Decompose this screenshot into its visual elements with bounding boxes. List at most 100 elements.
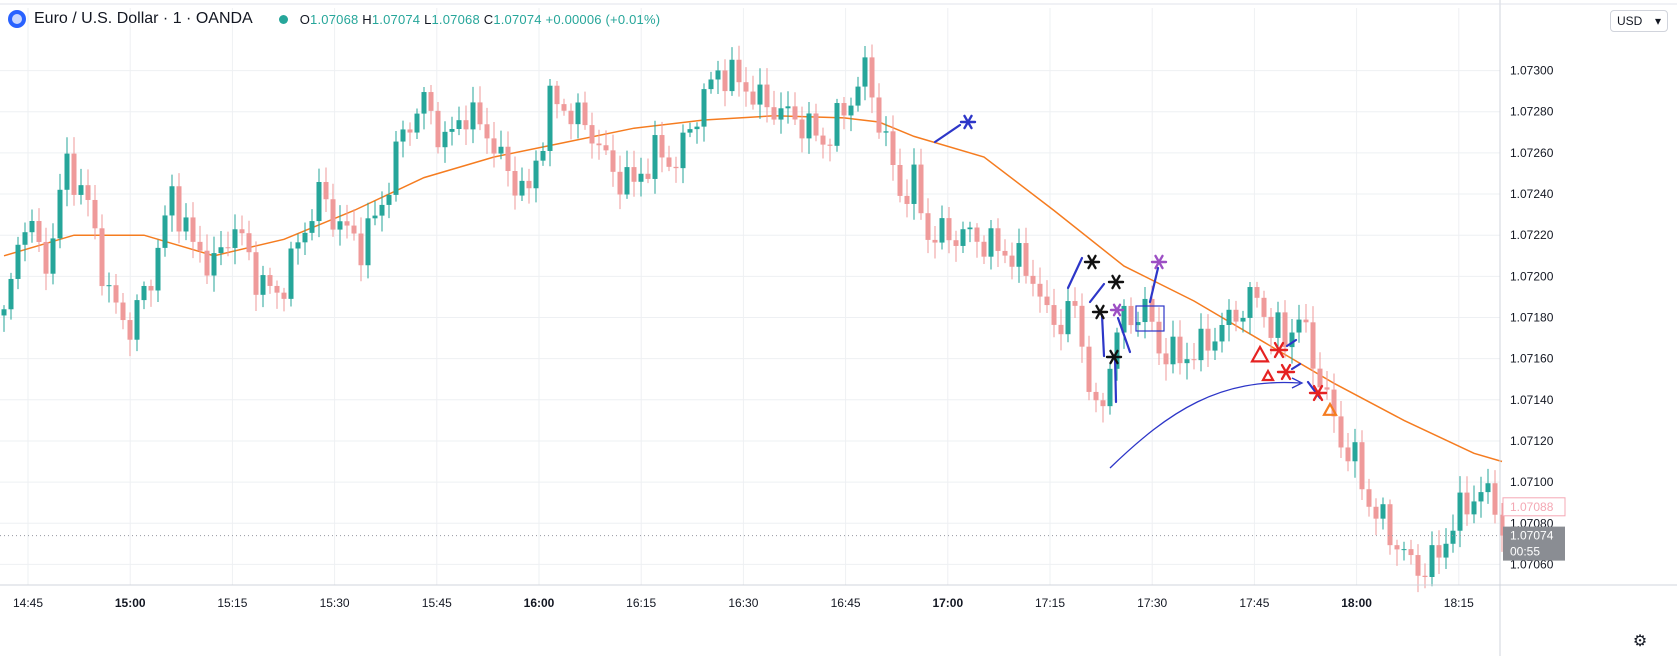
y-tick-label: 1.07260	[1510, 146, 1554, 160]
candle	[554, 80, 560, 119]
y-tick-label: 1.07220	[1510, 228, 1554, 242]
open-label: O	[299, 11, 311, 27]
candle-body	[1317, 368, 1323, 388]
candle	[1324, 370, 1330, 400]
candle-body	[1016, 243, 1022, 267]
candle	[1, 305, 7, 332]
candle	[1135, 311, 1141, 337]
candle	[645, 158, 651, 184]
candle	[736, 45, 742, 97]
candle	[624, 150, 630, 199]
candle-body	[582, 102, 588, 126]
candle	[1478, 476, 1484, 518]
candle	[841, 96, 847, 130]
candle-body	[106, 285, 112, 287]
candle	[1016, 228, 1022, 283]
candle-body	[743, 82, 749, 92]
candle-body	[960, 229, 966, 246]
candle-body	[540, 150, 546, 161]
candle-body	[225, 247, 231, 249]
candle-body	[1282, 312, 1288, 348]
candle	[365, 202, 371, 279]
candle-body	[169, 186, 175, 216]
candle	[1303, 304, 1309, 333]
currency-selector[interactable]: USD ▾	[1610, 10, 1668, 32]
candle-body	[1359, 442, 1365, 490]
candle	[400, 120, 406, 158]
candle	[1387, 499, 1393, 555]
asterisk-red	[1308, 384, 1328, 402]
asterisk-arm	[963, 114, 973, 130]
candle-body	[988, 228, 994, 257]
candle-body	[267, 275, 273, 286]
asterisk-arm	[1112, 303, 1122, 317]
candle-body	[561, 104, 567, 111]
candle	[533, 150, 539, 203]
asterisk-purple	[1109, 303, 1125, 317]
candle	[1002, 239, 1008, 264]
candle	[491, 121, 497, 168]
candle-body	[1471, 501, 1477, 515]
candle	[1233, 300, 1239, 332]
settings-gear-icon[interactable]: ⚙	[1632, 633, 1648, 650]
candle	[295, 233, 301, 265]
candle-body	[1247, 287, 1253, 318]
candle	[1044, 280, 1050, 313]
candle-body	[36, 220, 42, 242]
candle-body	[589, 125, 595, 144]
candle	[1373, 498, 1379, 536]
candle-body	[624, 167, 630, 195]
candle-body	[1289, 332, 1295, 348]
candle	[414, 108, 420, 140]
candle-body	[715, 70, 721, 80]
candle	[1170, 320, 1176, 374]
candle-body	[1219, 324, 1225, 342]
y-tick-label: 1.07140	[1510, 393, 1554, 407]
candle	[652, 120, 658, 194]
y-tick-label: 1.07100	[1510, 475, 1554, 489]
candle	[1499, 503, 1505, 552]
candle-body	[995, 228, 1001, 251]
candle-body	[1009, 255, 1015, 267]
candle-body	[946, 218, 952, 241]
x-tick-label: 17:15	[1035, 596, 1065, 610]
candle-body	[533, 160, 539, 189]
candle	[1079, 293, 1085, 363]
candle	[1163, 337, 1169, 381]
candle	[358, 217, 364, 282]
candle-body	[1058, 324, 1064, 335]
candle	[456, 106, 462, 136]
candle-body	[1107, 368, 1113, 407]
asterisk-arm	[1280, 363, 1292, 381]
candle-body	[953, 240, 959, 246]
candle-body	[855, 86, 861, 106]
candle-body	[498, 146, 504, 154]
market-status-dot-icon	[278, 14, 288, 24]
candle-body	[1338, 416, 1344, 448]
candle	[232, 214, 238, 265]
candle-body	[1352, 442, 1358, 462]
candle-body	[1296, 319, 1302, 333]
candle-body	[246, 233, 252, 253]
candle-body	[99, 228, 105, 287]
candle	[1156, 307, 1162, 365]
candle	[722, 59, 728, 107]
annotation-stroke	[1100, 313, 1106, 358]
candle-body	[1065, 301, 1071, 335]
candle	[1345, 432, 1351, 472]
candle	[1051, 288, 1057, 338]
arrow-head	[1291, 377, 1304, 389]
high-label: H	[362, 11, 372, 27]
candle-body	[1184, 359, 1190, 364]
candle-body	[1170, 336, 1176, 365]
candle-body	[365, 218, 371, 266]
candle-body	[1373, 506, 1379, 519]
candle	[302, 222, 308, 255]
candle-body	[1002, 250, 1008, 256]
symbol-title[interactable]: Euro / U.S. Dollar · 1 · OANDA	[34, 10, 253, 27]
candle-body	[1303, 319, 1309, 323]
candle-body	[876, 97, 882, 133]
candle	[435, 101, 441, 154]
